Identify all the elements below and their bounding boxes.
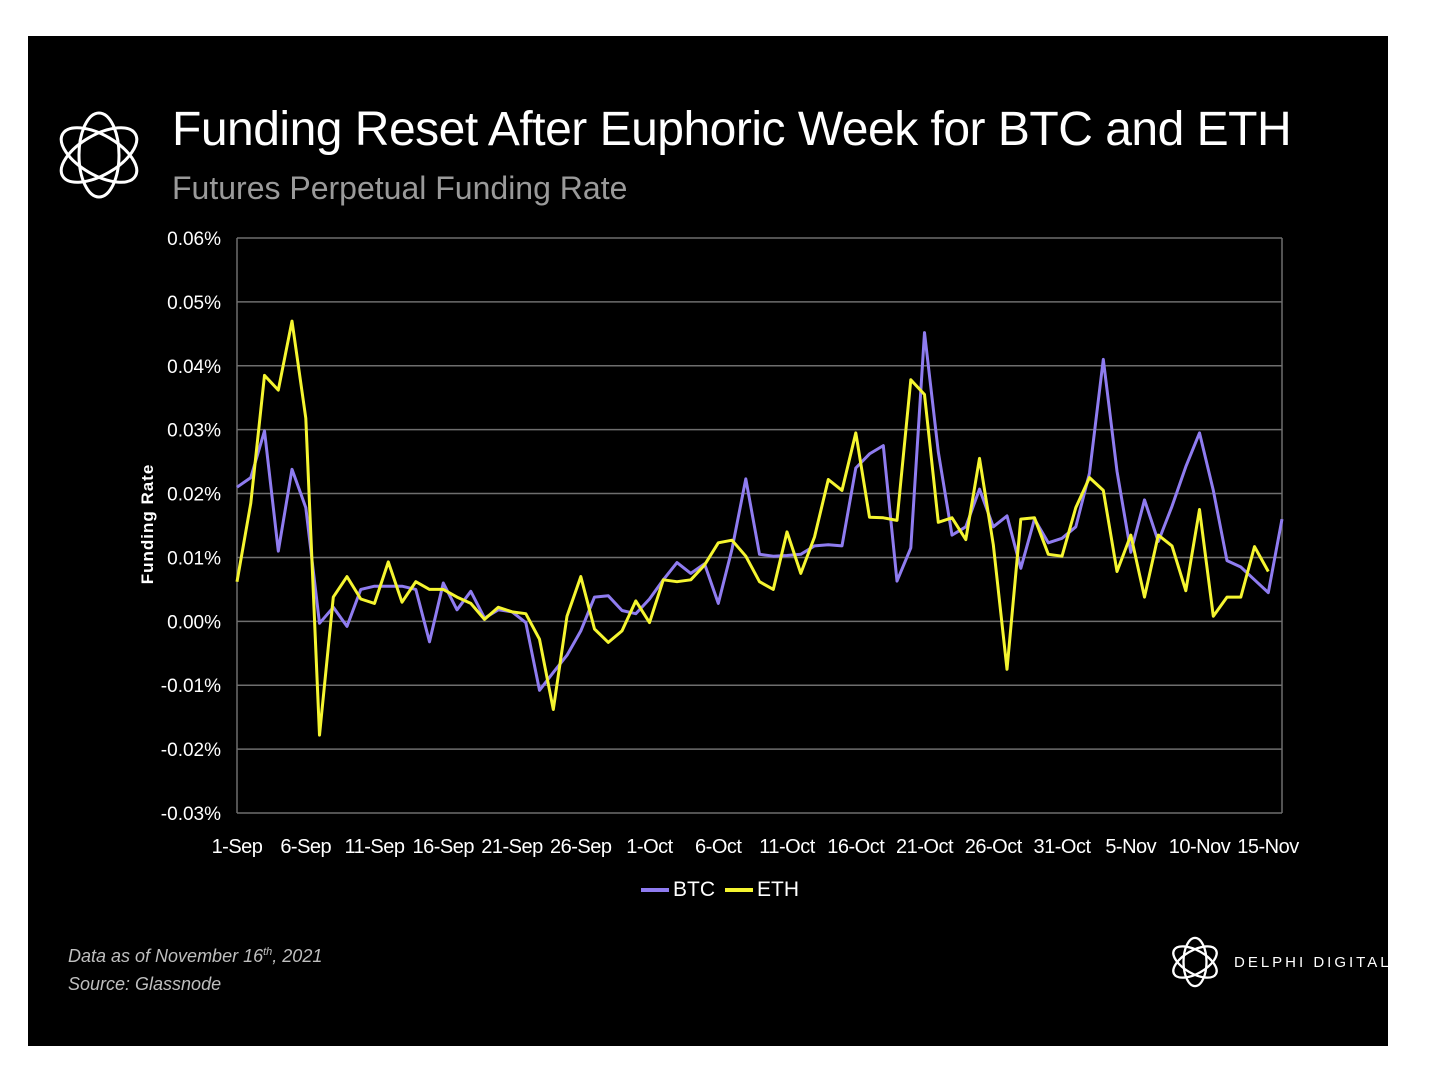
y-tick-label: -0.02% <box>161 740 221 761</box>
x-tick-label: 26-Oct <box>965 836 1023 858</box>
x-tick-label: 11-Oct <box>759 836 815 858</box>
x-tick-label: 15-Nov <box>1237 836 1299 858</box>
series-lines <box>235 319 1284 737</box>
y-tick-label: 0.01% <box>167 548 221 569</box>
y-tick-label: 0.03% <box>167 421 221 442</box>
x-tick-label: 21-Oct <box>896 836 954 858</box>
y-tick-label: -0.03% <box>161 804 221 825</box>
x-tick-label: 31-Oct <box>1033 836 1091 858</box>
x-tick-label: 26-Sep <box>550 836 612 858</box>
x-tick-label: 16-Oct <box>827 836 885 858</box>
legend-label-eth: ETH <box>757 878 799 901</box>
chart-legend: BTC ETH <box>0 878 1440 902</box>
delphi-brand-logo-icon <box>1172 936 1218 988</box>
y-tick-label: 0.05% <box>167 293 221 314</box>
source-note: Source: Glassnode <box>68 974 222 994</box>
data-as-of-note: Data as of November 16th, 2021 <box>68 946 323 966</box>
x-tick-label: 1-Oct <box>626 836 673 858</box>
y-tick-label: 0.06% <box>167 229 221 250</box>
legend-label-btc: BTC <box>673 878 715 901</box>
x-tick-label: 21-Sep <box>481 836 543 858</box>
x-tick-label: 6-Oct <box>695 836 742 858</box>
legend-item-eth: ETH <box>725 878 799 902</box>
x-tick-label: 11-Sep <box>344 836 404 858</box>
x-tick-label: 6-Sep <box>280 836 331 858</box>
y-tick-label: 0.00% <box>167 612 221 633</box>
x-tick-label: 1-Sep <box>212 836 263 858</box>
y-axis-label: Funding Rate <box>138 464 157 585</box>
y-axis-tick-labels: 0.06% 0.05% 0.04% 0.03% 0.02% 0.01% 0.00% -0.01… <box>161 229 221 825</box>
chart-card <box>28 36 1388 1046</box>
chart-subtitle: Futures Perpetual Funding Rate <box>172 170 628 206</box>
x-axis-tick-labels: 1-Sep 6-Sep 11-Sep 16-Sep 21-Sep 26-Sep 1-Oct 6… <box>212 836 1300 858</box>
footnote: Data as of November 16th, 2021 Source: G… <box>68 938 322 998</box>
delphi-logo-icon <box>59 111 139 199</box>
y-tick-label: 0.02% <box>167 485 221 506</box>
series-line-eth <box>235 319 1270 737</box>
x-tick-label: 16-Sep <box>413 836 475 858</box>
chart-title: Funding Reset After Euphoric Week for BT… <box>172 103 1292 156</box>
legend-item-btc: BTC <box>641 878 715 902</box>
brand-block: DELPHI DIGITAL <box>1168 924 1392 1000</box>
y-tick-label: -0.01% <box>161 676 221 697</box>
x-tick-label: 5-Nov <box>1105 836 1156 858</box>
brand-name: DELPHI DIGITAL <box>1234 953 1392 971</box>
legend-swatch-eth <box>725 888 753 892</box>
y-tick-label: 0.04% <box>167 357 221 378</box>
x-tick-label: 10-Nov <box>1169 836 1231 858</box>
series-line-btc <box>236 331 1284 692</box>
legend-swatch-btc <box>641 888 669 892</box>
